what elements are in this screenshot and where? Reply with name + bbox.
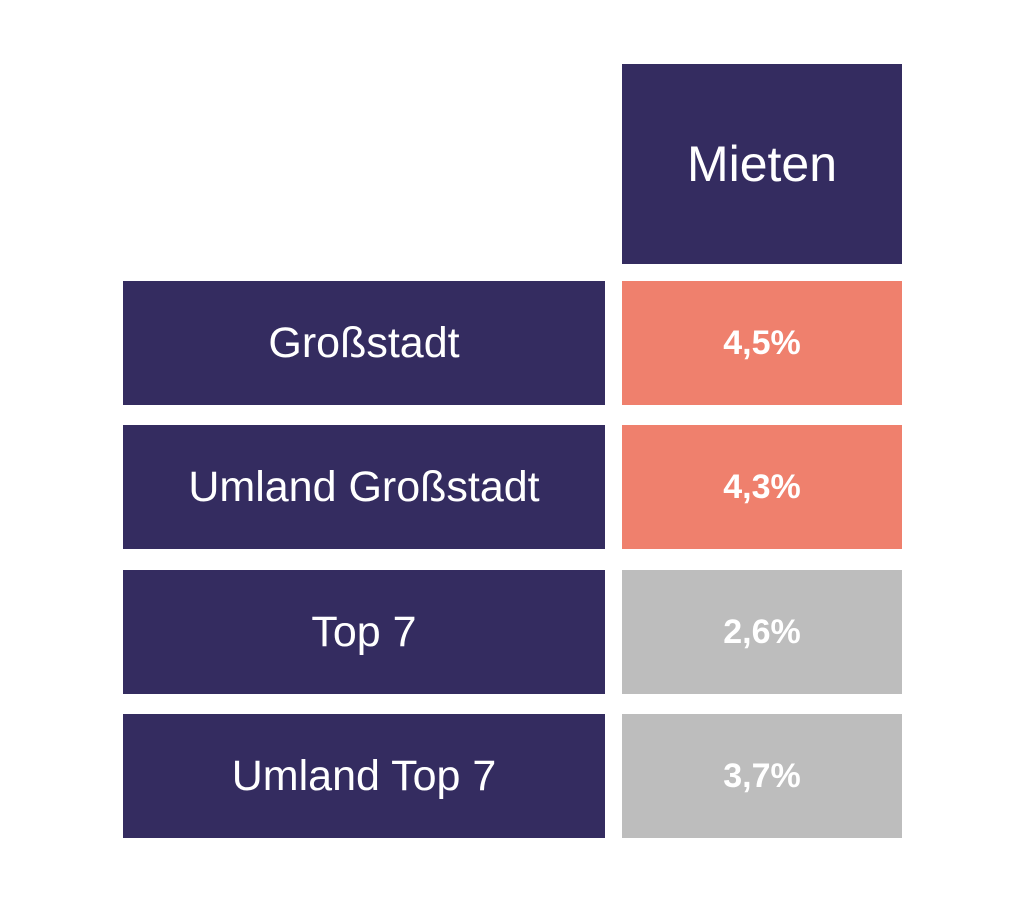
- row-label: Umland Großstadt: [123, 425, 605, 549]
- row-label: Umland Top 7: [123, 714, 605, 838]
- row-label: Top 7: [123, 570, 605, 694]
- column-header-mieten: Mieten: [622, 64, 902, 264]
- row-value: 4,3%: [622, 425, 902, 549]
- row-label: Großstadt: [123, 281, 605, 405]
- row-value: 4,5%: [622, 281, 902, 405]
- row-value: 2,6%: [622, 570, 902, 694]
- row-value: 3,7%: [622, 714, 902, 838]
